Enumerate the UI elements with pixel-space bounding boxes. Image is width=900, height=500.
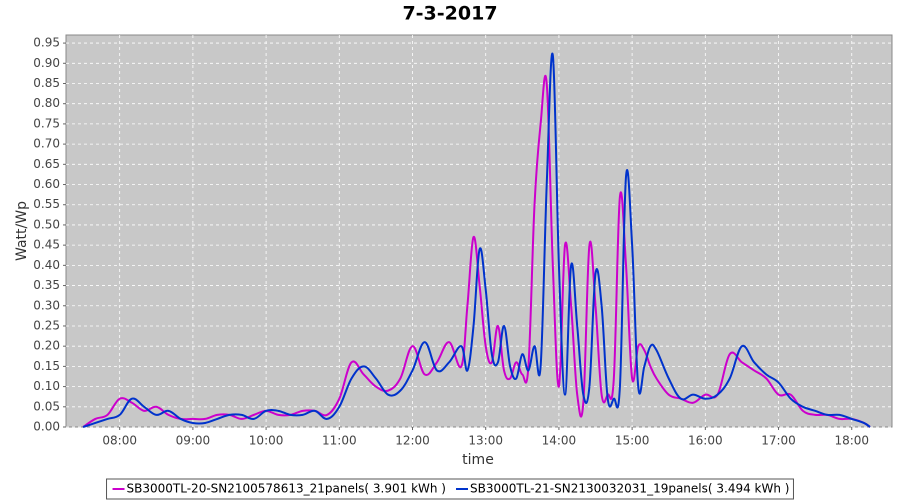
y-tick-label: 0.15 [33, 359, 60, 373]
x-tick-label: 09:00 [176, 434, 211, 448]
y-tick-label: 0.90 [33, 56, 60, 70]
y-tick-label: 0.60 [33, 177, 60, 191]
series-line [82, 52, 871, 428]
x-tick-label: 15:00 [615, 434, 650, 448]
legend-box [106, 478, 794, 500]
y-tick-label: 0.80 [33, 96, 60, 110]
x-tick-label: 16:00 [688, 434, 723, 448]
y-tick-label: 0.65 [33, 157, 60, 171]
y-tick-label: 0.85 [33, 76, 60, 90]
legend-label: SB3000TL-20-SN2100578613_21panels( 3.901… [127, 482, 446, 496]
legend: SB3000TL-20-SN2100578613_21panels( 3.901… [106, 478, 794, 500]
y-tick-label: 0.70 [33, 137, 60, 151]
x-tick-label: 18:00 [834, 434, 869, 448]
chart-title: 7-3-2017 [402, 3, 497, 25]
legend-label: SB3000TL-21-SN2130032031_19panels( 3.494… [470, 482, 789, 496]
y-tick-label: 0.45 [33, 238, 60, 252]
x-tick-label: 14:00 [542, 434, 577, 448]
y-tick-label: 0.25 [33, 318, 60, 332]
y-tick-label: 0.00 [33, 420, 60, 434]
y-tick-label: 0.20 [33, 339, 60, 353]
series-line [82, 74, 871, 428]
y-tick-label: 0.30 [33, 298, 60, 312]
x-tick-label: 11:00 [322, 434, 357, 448]
x-tick-label: 08:00 [102, 434, 137, 448]
y-tick-label: 0.95 [33, 36, 60, 50]
y-tick-label: 0.50 [33, 217, 60, 231]
y-tick-label: 0.55 [33, 197, 60, 211]
y-tick-label: 0.10 [33, 379, 60, 393]
x-tick-label: 10:00 [249, 434, 284, 448]
x-tick-label: 12:00 [395, 434, 430, 448]
x-tick-label: 13:00 [468, 434, 503, 448]
x-axis-title: time [462, 452, 494, 468]
y-tick-label: 0.40 [33, 258, 60, 272]
plot-area [65, 34, 893, 428]
y-tick-label: 0.75 [33, 116, 60, 130]
x-tick-label: 17:00 [761, 434, 796, 448]
y-axis-title: Watt/Wp [14, 201, 30, 261]
y-tick-label: 0.35 [33, 278, 60, 292]
y-tick-label: 0.05 [33, 399, 60, 413]
